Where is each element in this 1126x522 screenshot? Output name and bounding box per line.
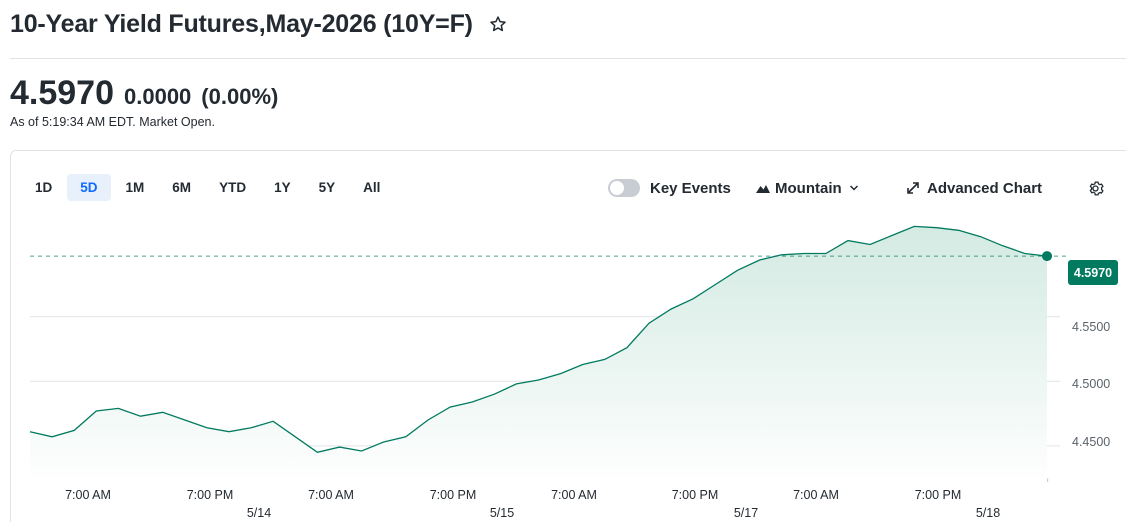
- price-change: 0.0000: [124, 84, 192, 109]
- quote-block: 4.5970 0.0000 (0.00%): [10, 74, 278, 113]
- range-6m[interactable]: 6M: [172, 180, 192, 195]
- x-tick-label: 7:00 PM: [429, 488, 477, 502]
- x-tick-label: 7:00 PM: [671, 488, 719, 502]
- price-area: [30, 226, 1047, 482]
- date-label: 5/14: [246, 506, 272, 520]
- range-all[interactable]: All: [363, 180, 381, 195]
- toggle-switch[interactable]: [608, 179, 640, 197]
- title-row: 10-Year Yield Futures,May-2026 (10Y=F): [10, 4, 509, 44]
- range-5y[interactable]: 5Y: [318, 180, 336, 195]
- x-tick-label: 7:00 PM: [186, 488, 234, 502]
- range-ytd[interactable]: YTD: [219, 180, 247, 195]
- y-tick-label: 4.5000: [1072, 377, 1111, 391]
- date-label: 5/15: [489, 506, 515, 520]
- chart-type-dropdown[interactable]: Mountain: [756, 176, 859, 200]
- date-label: 5/17: [733, 506, 759, 520]
- x-tick-label: 7:00 AM: [551, 488, 597, 502]
- chevron-down-icon: [849, 185, 858, 191]
- last-price-dot: [1042, 251, 1052, 262]
- x-tick-label: 7:00 AM: [308, 488, 354, 502]
- range-1y[interactable]: 1Y: [274, 180, 291, 195]
- x-tick-label: 7:00 PM: [914, 488, 962, 502]
- key-events-toggle[interactable]: Key Events: [608, 176, 731, 200]
- x-tick-label: 7:00 AM: [65, 488, 111, 502]
- market-status: As of 5:19:34 AM EDT. Market Open.: [10, 115, 215, 129]
- range-5d[interactable]: 5D: [67, 174, 111, 201]
- header-divider: [10, 58, 1126, 59]
- y-tick-label: 4.5500: [1072, 320, 1111, 334]
- page-title: 10-Year Yield Futures,May-2026 (10Y=F): [10, 9, 473, 38]
- settings-button[interactable]: [1087, 176, 1104, 200]
- mountain-icon: [756, 185, 770, 193]
- price-change-percent: (0.00%): [201, 84, 279, 109]
- chart-type-label: Mountain: [775, 179, 842, 197]
- star-outline-icon: [489, 16, 506, 32]
- star-icon[interactable]: [487, 13, 509, 35]
- date-label: 5/18: [975, 506, 1001, 520]
- x-tick-label: 7:00 AM: [793, 488, 839, 502]
- range-1d[interactable]: 1D: [35, 180, 53, 195]
- chart-card: [10, 150, 1126, 522]
- gear-icon: [1089, 180, 1104, 196]
- price-line: [29, 225, 1048, 453]
- range-1m[interactable]: 1M: [125, 180, 145, 195]
- y-tick-label: 4.4500: [1072, 435, 1111, 449]
- key-events-label: Key Events: [650, 179, 731, 197]
- expand-icon: [907, 182, 919, 194]
- current-price: 4.5970: [10, 74, 114, 112]
- advanced-chart-link[interactable]: Advanced Chart: [906, 176, 1042, 200]
- last-price-tag: 4.5970: [1068, 260, 1118, 285]
- advanced-chart-label: Advanced Chart: [927, 179, 1043, 197]
- range-selector: 1D 5D 1M 6M YTD 1Y 5Y All: [22, 174, 395, 201]
- volume-bar: [1047, 478, 1049, 482]
